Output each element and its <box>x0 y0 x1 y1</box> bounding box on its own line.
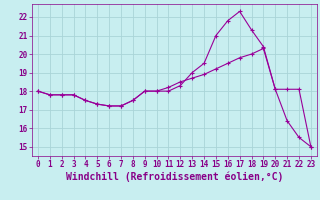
X-axis label: Windchill (Refroidissement éolien,°C): Windchill (Refroidissement éolien,°C) <box>66 172 283 182</box>
